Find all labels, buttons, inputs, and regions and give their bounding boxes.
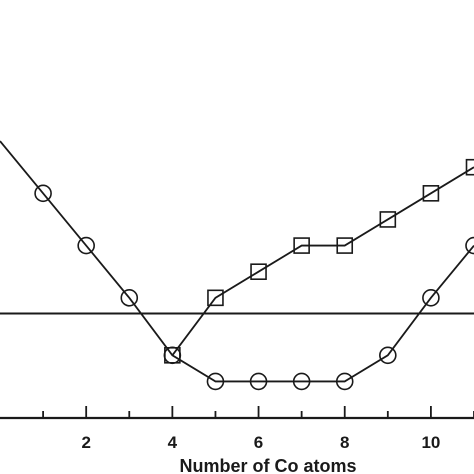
circle-marker xyxy=(77,236,95,255)
circle-marker xyxy=(163,346,182,365)
series-circle-line xyxy=(0,140,474,383)
square-marker xyxy=(293,237,310,254)
circle-marker xyxy=(465,236,474,255)
circle-marker xyxy=(206,372,225,391)
square-marker xyxy=(207,289,224,307)
square-marker xyxy=(465,158,474,176)
square-marker xyxy=(250,263,267,281)
x-tick-label: 8 xyxy=(340,433,349,452)
x-axis-title: Number of Co atoms xyxy=(179,456,356,474)
circle-marker xyxy=(120,289,139,307)
circle-marker xyxy=(422,289,440,307)
circle-marker xyxy=(292,372,311,391)
circle-marker xyxy=(34,184,52,203)
series-square-line xyxy=(171,166,474,356)
square-marker xyxy=(336,237,354,254)
circle-marker xyxy=(379,346,397,365)
x-tick-label: 4 xyxy=(168,433,178,452)
tick-labels: 2 4 6 8 10 xyxy=(81,433,440,452)
x-tick-label: 2 xyxy=(81,433,90,452)
x-tick-label: 6 xyxy=(254,433,263,452)
axes xyxy=(0,312,474,420)
circle-marker xyxy=(335,372,354,391)
square-marker xyxy=(422,185,440,202)
square-marker xyxy=(379,211,397,228)
series-lines xyxy=(0,140,474,383)
circle-marker xyxy=(249,372,268,391)
x-tick-label: 10 xyxy=(421,433,440,452)
markers xyxy=(34,158,474,391)
